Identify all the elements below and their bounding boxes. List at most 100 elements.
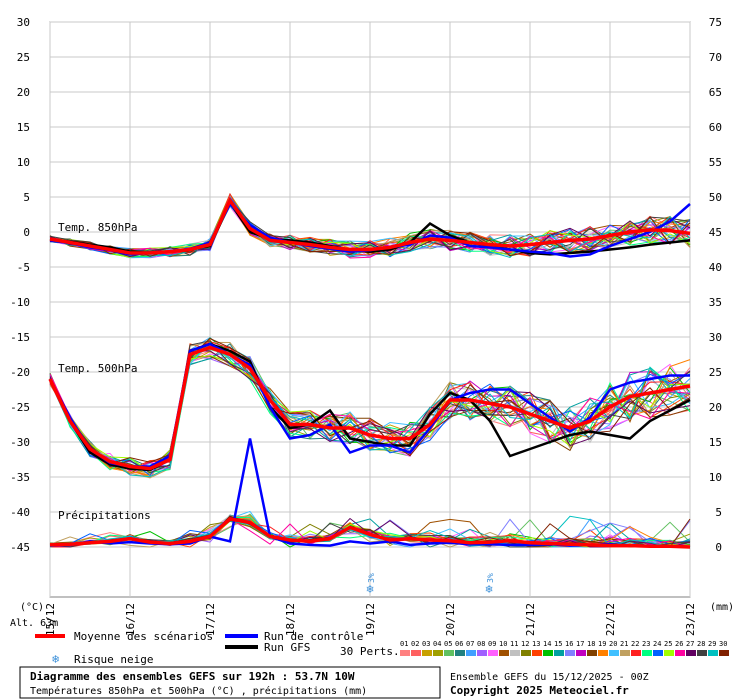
pert-swatch xyxy=(488,650,498,656)
right-tick-label: 0 xyxy=(715,541,722,554)
pert-number: 10 xyxy=(499,640,507,648)
x-tick-label: 16/12 xyxy=(124,603,137,636)
snowflake-icon: ❄ xyxy=(52,652,59,666)
alt-label: Alt. 63m xyxy=(10,618,58,629)
right-tick-label: 40 xyxy=(709,261,722,274)
left-tick-label: 30 xyxy=(17,16,30,29)
right-tick-label: 70 xyxy=(709,51,722,64)
footer-ensemble: Ensemble GEFS du 15/12/2025 - 00Z xyxy=(450,672,649,683)
pert-swatch xyxy=(664,650,674,656)
pert-number: 06 xyxy=(455,640,463,648)
footer-title: Diagramme des ensembles GEFS sur 192h : … xyxy=(30,670,355,683)
x-tick-label: 17/12 xyxy=(204,603,217,636)
pert-number: 08 xyxy=(477,640,485,648)
pert-swatch xyxy=(499,650,509,656)
pert-line xyxy=(49,343,691,478)
right-tick-label: 50 xyxy=(709,191,722,204)
x-tick-label: 20/12 xyxy=(444,603,457,636)
pert-number: 13 xyxy=(532,640,540,648)
left-tick-label: -45 xyxy=(10,541,30,554)
x-tick-label: 23/12 xyxy=(684,603,697,636)
pert-number: 04 xyxy=(433,640,441,648)
footer-box xyxy=(19,666,441,699)
pert-swatch xyxy=(587,650,597,656)
pert-number: 19 xyxy=(598,640,606,648)
pert-swatch xyxy=(719,650,729,656)
left-tick-label: -15 xyxy=(10,331,30,344)
left-tick-label: -30 xyxy=(10,436,30,449)
left-tick-label: -40 xyxy=(10,506,30,519)
right-tick-label: 30 xyxy=(709,331,722,344)
pert-number: 22 xyxy=(631,640,639,648)
pert-swatch xyxy=(686,650,696,656)
left-tick-label: 5 xyxy=(23,191,30,204)
left-tick-label: 15 xyxy=(17,121,30,134)
x-tick-label: 19/12 xyxy=(364,603,377,636)
pert-number: 24 xyxy=(653,640,661,648)
left-tick-label: -35 xyxy=(10,471,30,484)
x-tick-label: 18/12 xyxy=(284,603,297,636)
label-precip: Précipitations xyxy=(58,509,151,522)
left-unit: (°C) xyxy=(20,602,44,613)
label-t850: Temp. 850hPa xyxy=(58,221,137,234)
right-unit: (mm) xyxy=(710,602,734,613)
left-tick-label: 25 xyxy=(17,51,30,64)
left-tick-label: -5 xyxy=(17,261,30,274)
right-tick-label: 65 xyxy=(709,86,722,99)
pert-number: 21 xyxy=(620,640,628,648)
right-tick-label: 75 xyxy=(709,16,722,29)
pert-number: 17 xyxy=(576,640,584,648)
pert-swatch xyxy=(444,650,454,656)
right-tick-label: 35 xyxy=(709,296,722,309)
right-tick-label: 20 xyxy=(709,401,722,414)
pert-swatch xyxy=(598,650,608,656)
pert-line xyxy=(49,341,691,479)
pert-number: 14 xyxy=(543,640,551,648)
x-axis: 15/12 16/12 17/12 18/12 19/12 20/12 21/12 22/12… xyxy=(44,603,697,636)
main-series xyxy=(48,197,691,549)
pert-swatch xyxy=(400,650,410,656)
pert-number: 26 xyxy=(675,640,683,648)
pert-swatch xyxy=(708,650,718,656)
pert-number: 29 xyxy=(708,640,716,648)
pert-swatch xyxy=(642,650,652,656)
pert-number: 18 xyxy=(587,640,595,648)
pert-number: 03 xyxy=(422,640,430,648)
snow-markers: 3%❄3%❄ xyxy=(366,573,495,596)
pert-swatch xyxy=(609,650,619,656)
pert-number: 02 xyxy=(411,640,419,648)
snowflake-icon: ❄ xyxy=(485,582,492,596)
right-tick-label: 15 xyxy=(709,436,722,449)
left-tick-label: 0 xyxy=(23,226,30,239)
x-tick-label: 15/12 xyxy=(44,603,57,636)
pert-swatch xyxy=(510,650,520,656)
left-tick-label: -25 xyxy=(10,401,30,414)
pert-number: 07 xyxy=(466,640,474,648)
pert-number: 27 xyxy=(686,640,694,648)
pert-swatch xyxy=(532,650,542,656)
left-axis: 30 25 20 15 10 5 0 -5 -10 -15 -20 -25 -30 -35 -40 -45 xyxy=(10,16,30,554)
pert-swatch xyxy=(697,650,707,656)
pert-number: 05 xyxy=(444,640,452,648)
legend-snow: Risque neige xyxy=(74,653,153,666)
pert-number: 30 xyxy=(719,640,727,648)
snowflake-icon: ❄ xyxy=(366,582,373,596)
snow-risk-label: 3% xyxy=(486,573,495,583)
pert-number: 23 xyxy=(642,640,650,648)
x-tick-label: 22/12 xyxy=(604,603,617,636)
left-tick-label: -10 xyxy=(10,296,30,309)
pert-number: 28 xyxy=(697,640,705,648)
left-tick-label: 10 xyxy=(17,156,30,169)
grid xyxy=(49,21,691,597)
pert-swatch xyxy=(620,650,630,656)
pert-swatch xyxy=(631,650,641,656)
pert-number: 20 xyxy=(609,640,617,648)
right-tick-label: 10 xyxy=(709,471,722,484)
pert-number: 12 xyxy=(521,640,529,648)
pert-swatch xyxy=(576,650,586,656)
pert-number: 16 xyxy=(565,640,573,648)
pert-number: 01 xyxy=(400,640,408,648)
legend-gfs: Run GFS xyxy=(264,641,310,654)
x-tick-label: 21/12 xyxy=(524,603,537,636)
legend-control: Run de contrôle xyxy=(264,630,363,643)
